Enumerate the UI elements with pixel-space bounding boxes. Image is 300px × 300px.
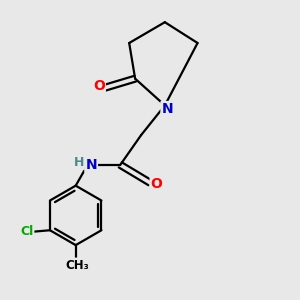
Text: O: O [93, 79, 105, 93]
Text: O: O [151, 177, 163, 191]
Text: H: H [74, 156, 84, 169]
Text: N: N [85, 158, 97, 172]
Text: CH₃: CH₃ [65, 259, 89, 272]
Text: Cl: Cl [20, 225, 33, 238]
Text: N: N [161, 102, 173, 116]
